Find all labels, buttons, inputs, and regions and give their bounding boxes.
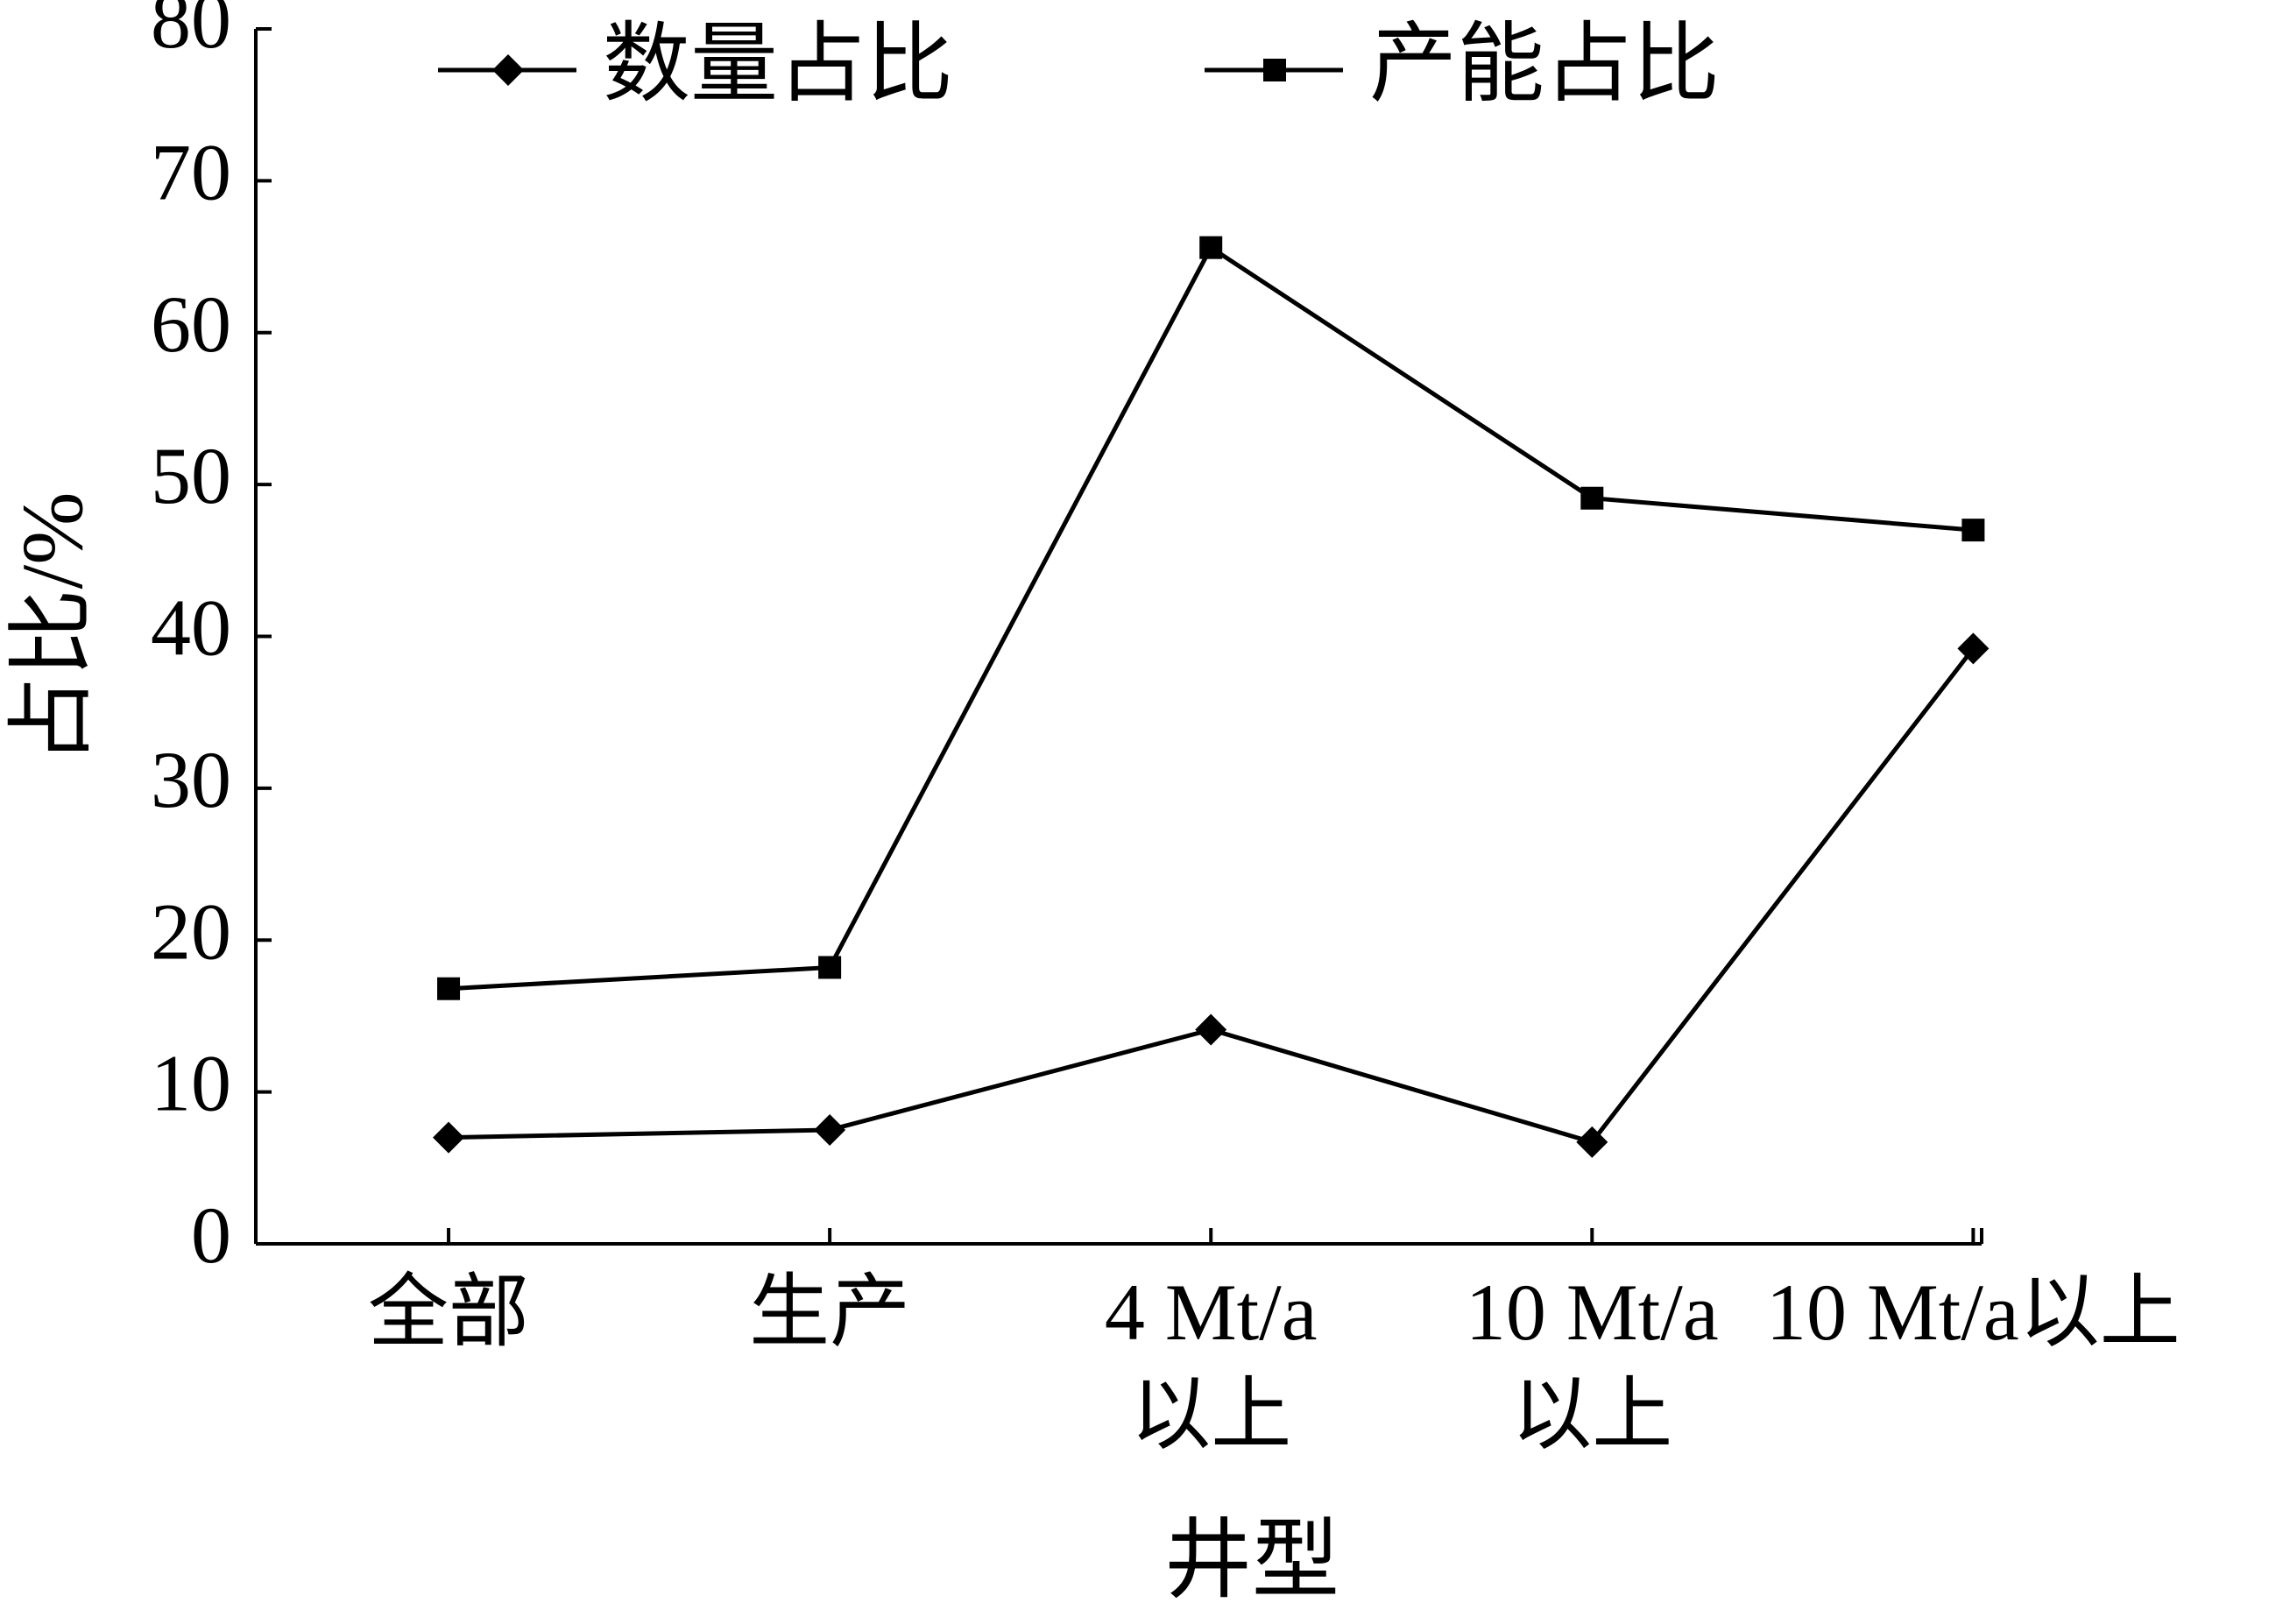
x-tick-label: 4 Mt/a 以上 (1104, 1267, 1318, 1459)
legend-marker (492, 54, 524, 86)
y-tick-label: 40 (151, 583, 231, 673)
y-tick-label: 30 (151, 735, 231, 824)
x-tick-label: 生产 (749, 1267, 911, 1357)
y-tick-label: 60 (151, 279, 231, 369)
data-point (818, 956, 842, 979)
data-point (1195, 1013, 1227, 1046)
x-tick-label: 全部 (368, 1267, 530, 1357)
data-point (1957, 632, 1990, 665)
x-tick-label: 10 Mt/a 以上 (1465, 1267, 1719, 1459)
x-tick-label: 10 Mt/a以上 (1766, 1267, 2180, 1357)
legend-marker (1263, 59, 1286, 81)
y-tick-label: 0 (191, 1190, 231, 1280)
series-line (448, 646, 1975, 1145)
y-tick-label: 50 (151, 431, 231, 520)
y-tick-label: 20 (151, 886, 231, 976)
data-point (1961, 519, 1985, 542)
legend-label: 数量占比 (603, 16, 953, 113)
data-point (814, 1113, 846, 1146)
x-axis-title: 井型 (1164, 1512, 1339, 1609)
series-line (448, 244, 1974, 992)
data-point (433, 1121, 465, 1154)
data-point (437, 977, 461, 1000)
data-point (1576, 1126, 1608, 1158)
y-tick-label: 10 (151, 1039, 231, 1128)
data-point (1580, 486, 1604, 510)
y-axis-title: 占比/% (4, 491, 101, 764)
y-tick-label: 80 (151, 0, 231, 65)
y-tick-label: 70 (151, 127, 231, 216)
legend-label: 产能占比 (1369, 16, 1720, 113)
data-point (1199, 236, 1223, 259)
